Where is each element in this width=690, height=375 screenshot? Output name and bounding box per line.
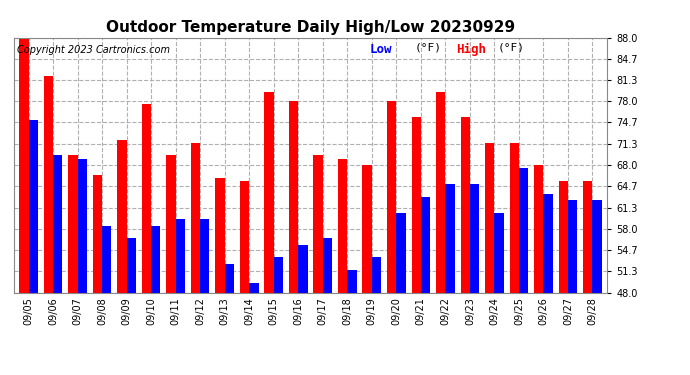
Text: High: High <box>456 43 486 56</box>
Bar <box>445 184 455 292</box>
Bar <box>396 213 406 292</box>
Bar <box>289 101 298 292</box>
Bar <box>215 178 225 292</box>
Title: Outdoor Temperature Daily High/Low 20230929: Outdoor Temperature Daily High/Low 20230… <box>106 20 515 35</box>
Bar <box>347 270 357 292</box>
Bar <box>249 283 259 292</box>
Bar <box>151 226 161 292</box>
Bar <box>126 238 136 292</box>
Bar <box>436 92 445 292</box>
Bar <box>519 168 529 292</box>
Bar <box>19 38 28 292</box>
Bar <box>225 264 234 292</box>
Bar <box>68 156 77 292</box>
Bar <box>470 184 479 292</box>
Bar <box>510 143 519 292</box>
Bar <box>362 165 372 292</box>
Bar <box>240 181 249 292</box>
Bar <box>313 156 323 292</box>
Bar <box>117 140 126 292</box>
Bar <box>43 76 53 292</box>
Bar <box>495 213 504 292</box>
Bar <box>191 143 200 292</box>
Text: (°F): (°F) <box>414 43 442 52</box>
Bar <box>411 117 421 292</box>
Text: (°F): (°F) <box>497 43 524 52</box>
Bar <box>102 226 111 292</box>
Bar <box>176 219 185 292</box>
Bar <box>53 156 62 292</box>
Bar <box>544 194 553 292</box>
Bar <box>372 258 381 292</box>
Bar <box>274 258 283 292</box>
Text: Low: Low <box>370 43 393 56</box>
Bar <box>593 200 602 292</box>
Bar <box>460 117 470 292</box>
Bar <box>166 156 176 292</box>
Bar <box>421 197 430 292</box>
Bar <box>568 200 578 292</box>
Bar <box>298 245 308 292</box>
Bar <box>77 159 87 292</box>
Bar <box>387 101 396 292</box>
Bar <box>338 159 347 292</box>
Bar <box>142 105 151 292</box>
Bar <box>534 165 544 292</box>
Bar <box>92 175 102 292</box>
Bar <box>583 181 593 292</box>
Bar <box>559 181 568 292</box>
Bar <box>200 219 210 292</box>
Bar <box>323 238 332 292</box>
Text: Copyright 2023 Cartronics.com: Copyright 2023 Cartronics.com <box>17 45 170 55</box>
Bar <box>264 92 274 292</box>
Bar <box>485 143 495 292</box>
Bar <box>28 120 38 292</box>
